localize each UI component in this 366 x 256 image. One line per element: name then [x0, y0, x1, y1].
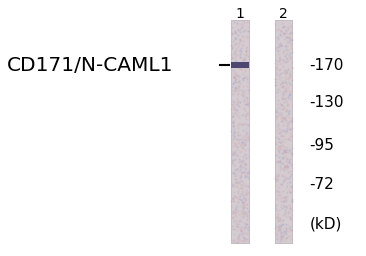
Text: (kD): (kD)	[309, 217, 341, 231]
Text: CD171/N-CAML1: CD171/N-CAML1	[7, 56, 174, 75]
Text: -95: -95	[309, 138, 334, 153]
Text: -130: -130	[309, 95, 344, 110]
Text: -170: -170	[309, 58, 344, 73]
Text: 1: 1	[235, 7, 244, 21]
Bar	[231, 62, 249, 68]
Bar	[231, 20, 249, 243]
Text: -72: -72	[309, 177, 334, 192]
Text: 2: 2	[279, 7, 288, 21]
Bar	[275, 20, 292, 243]
